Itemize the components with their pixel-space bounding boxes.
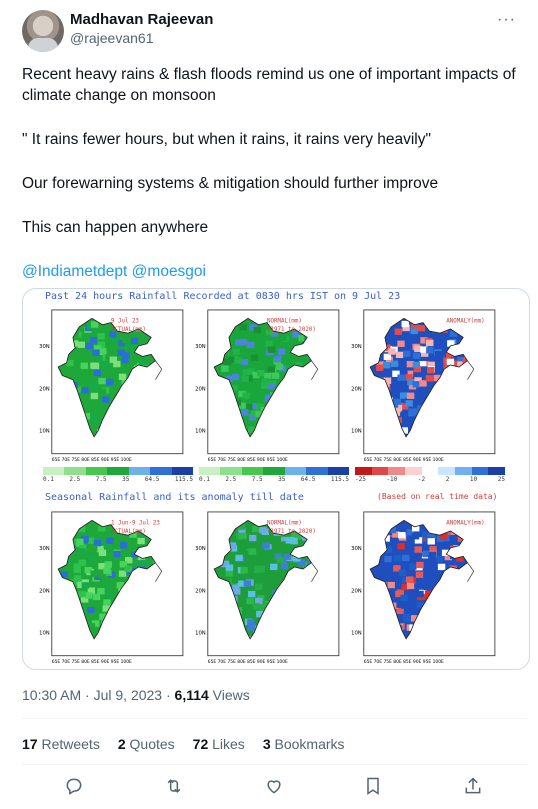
svg-text:30N: 30N: [351, 546, 362, 552]
svg-text:65E 70E 75E 80E 85E 90E 95E 10: 65E 70E 75E 80E 85E 90E 95E 100E: [208, 659, 288, 665]
like-icon[interactable]: [264, 776, 286, 798]
retweet-icon[interactable]: [164, 776, 186, 798]
mention-link[interactable]: @moesgoi: [131, 263, 206, 280]
retweets-stat[interactable]: 17 Retweets: [22, 736, 100, 752]
top-caption: Past 24 hours Rainfall Recorded at 0830 …: [45, 291, 401, 302]
engagement-stats: 17 Retweets 2 Quotes 72 Likes 3 Bookmark…: [22, 736, 345, 752]
tweet-media-image[interactable]: Past 24 hours Rainfall Recorded at 0830 …: [22, 288, 530, 670]
views-count: 6,114: [174, 687, 209, 703]
svg-text:9 Jul 23: 9 Jul 23: [111, 319, 139, 325]
svg-text:65E 70E 75E 80E 85E 90E 95E 10: 65E 70E 75E 80E 85E 90E 95E 100E: [364, 457, 444, 463]
mention-link[interactable]: @Indiametdept: [22, 263, 128, 280]
svg-text:10N: 10N: [351, 429, 362, 435]
tweet-line: Our forewarning systems & mitigation sho…: [22, 175, 439, 192]
svg-text:NORMAL(mm): NORMAL(mm): [267, 319, 302, 325]
action-bar: [22, 776, 527, 798]
svg-text:ANOMALY(mm): ANOMALY(mm): [446, 521, 484, 527]
svg-text:20N: 20N: [195, 588, 206, 594]
svg-text:20N: 20N: [39, 588, 50, 594]
svg-text:10N: 10N: [195, 429, 206, 435]
quotes-stat[interactable]: 2 Quotes: [117, 736, 175, 752]
svg-text:20N: 20N: [39, 386, 50, 392]
svg-text:1 Jun-9 Jul 23: 1 Jun-9 Jul 23: [111, 521, 160, 527]
svg-text:(1971 to 2020): (1971 to 2020): [267, 327, 316, 333]
svg-text:30N: 30N: [351, 344, 362, 350]
views-label: Views: [208, 687, 250, 703]
rainfall-map-panel: 30N 20N 10N 65E 70E 75E 80E 85E 90E 95E …: [193, 305, 341, 465]
svg-text:NORMAL(mm): NORMAL(mm): [267, 521, 302, 527]
colorbar: [43, 669, 193, 670]
mentions: @Indiametdept @moesgoi: [22, 261, 527, 282]
colorbar: [43, 467, 193, 475]
author-handle[interactable]: @rajeevan61: [70, 30, 154, 46]
colorbar-labels: -25 -10 -2 2 10 25: [355, 476, 505, 483]
svg-text:20N: 20N: [351, 588, 362, 594]
rainfall-map-panel: 30N 20N 10N 65E 70E 75E 80E 85E 90E 95E …: [349, 305, 497, 465]
more-options-icon[interactable]: ···: [497, 11, 516, 28]
rainfall-map-panel: 30N 20N 10N 65E 70E 75E 80E 85E 90E 95E …: [37, 507, 185, 667]
svg-text:10N: 10N: [351, 631, 362, 637]
share-icon[interactable]: [463, 776, 485, 798]
tweet-line: " It rains fewer hours, but when it rain…: [22, 131, 432, 148]
colorbar: [199, 669, 349, 670]
tweet-text: Recent heavy rains & flash floods remind…: [22, 64, 527, 305]
svg-text:10N: 10N: [39, 631, 50, 637]
rainfall-map-panel: 30N 20N 10N 65E 70E 75E 80E 85E 90E 95E …: [349, 507, 497, 667]
rainfall-map-panel: 30N 20N 10N 65E 70E 75E 80E 85E 90E 95E …: [193, 507, 341, 667]
divider: [22, 764, 527, 765]
svg-text:30N: 30N: [39, 546, 50, 552]
svg-text:10N: 10N: [39, 429, 50, 435]
reply-icon[interactable]: [64, 776, 86, 798]
svg-text:30N: 30N: [39, 344, 50, 350]
timestamp[interactable]: 10:30 AM · Jul 9, 2023 ·: [22, 687, 175, 703]
svg-text:ACTUAL(mm): ACTUAL(mm): [111, 529, 146, 535]
bookmark-icon[interactable]: [363, 776, 385, 798]
svg-text:20N: 20N: [195, 386, 206, 392]
svg-text:ACTUAL(mm): ACTUAL(mm): [111, 327, 146, 333]
svg-text:30N: 30N: [195, 344, 206, 350]
colorbar: [199, 467, 349, 475]
colorbar-labels: 0.1 2.5 7.5 35 64.5 115.5: [199, 476, 349, 483]
tweet-line: This can happen anywhere: [22, 219, 209, 236]
svg-text:65E 70E 75E 80E 85E 90E 95E 10: 65E 70E 75E 80E 85E 90E 95E 100E: [208, 457, 288, 463]
svg-text:65E 70E 75E 80E 85E 90E 95E 10: 65E 70E 75E 80E 85E 90E 95E 100E: [364, 659, 444, 665]
svg-text:30N: 30N: [195, 546, 206, 552]
svg-text:10N: 10N: [195, 631, 206, 637]
svg-text:65E 70E 75E 80E 85E 90E 95E 10: 65E 70E 75E 80E 85E 90E 95E 100E: [52, 659, 132, 665]
bottom-note: (Based on real time data): [377, 492, 498, 501]
avatar[interactable]: [22, 10, 64, 52]
svg-text:ANOMALY(mm): ANOMALY(mm): [446, 319, 484, 325]
author-name[interactable]: Madhavan Rajeevan: [70, 11, 214, 28]
rainfall-map-panel: 30N 20N 10N 65E 70E 75E 80E 85E 90E 95E …: [37, 305, 185, 465]
divider: [22, 718, 527, 719]
bottom-caption: Seasonal Rainfall and its anomaly till d…: [45, 492, 304, 503]
colorbar-labels: 0.1 2.5 7.5 35 64.5 115.5: [43, 476, 193, 483]
svg-text:(1971 to 2020): (1971 to 2020): [267, 529, 316, 535]
colorbar: [355, 467, 506, 475]
tweet-meta: 10:30 AM · Jul 9, 2023 · 6,114 Views: [22, 687, 250, 703]
svg-text:65E 70E 75E 80E 85E 90E 95E 10: 65E 70E 75E 80E 85E 90E 95E 100E: [52, 457, 132, 463]
colorbar: [355, 669, 505, 670]
likes-stat[interactable]: 72 Likes: [192, 736, 245, 752]
svg-text:20N: 20N: [351, 386, 362, 392]
tweet-header: Madhavan Rajeevan @rajeevan61 ···: [22, 10, 538, 58]
bookmarks-stat[interactable]: 3 Bookmarks: [262, 736, 345, 752]
tweet-line: Recent heavy rains & flash floods remind…: [22, 66, 520, 104]
